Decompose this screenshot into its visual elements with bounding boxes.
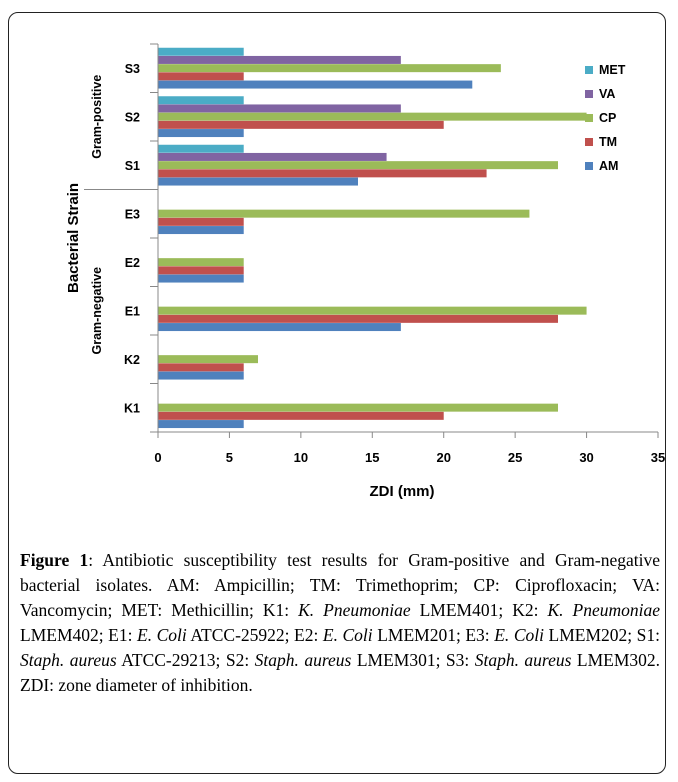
bar-K2-AM bbox=[158, 371, 244, 380]
bar-S2-TM bbox=[158, 120, 444, 129]
bar-S3-VA bbox=[158, 55, 401, 64]
legend-swatch-am bbox=[585, 162, 593, 170]
group-label: Gram-positive bbox=[90, 75, 104, 159]
bar-E3-AM bbox=[158, 226, 244, 235]
caption-species: Staph. aureus bbox=[20, 650, 117, 670]
caption-species: Staph. aureus bbox=[254, 650, 352, 670]
group-label: Gram-negative bbox=[90, 267, 104, 355]
bar-E3-CP bbox=[158, 209, 530, 218]
x-tick-label: 20 bbox=[436, 450, 450, 465]
caption-text: LMEM201; E3: bbox=[372, 625, 495, 645]
bar-K1-AM bbox=[158, 420, 244, 429]
caption-species: E. Coli bbox=[322, 625, 373, 645]
legend-label: MET bbox=[599, 63, 626, 77]
legend-label: CP bbox=[599, 111, 616, 125]
y-axis-title: Bacterial Strain bbox=[65, 183, 82, 293]
x-tick-label: 25 bbox=[508, 450, 522, 465]
y-tick-label: K2 bbox=[124, 353, 140, 367]
bar-S1-TM bbox=[158, 169, 487, 178]
bar-E2-TM bbox=[158, 266, 244, 275]
y-tick-label: E3 bbox=[125, 207, 140, 221]
bar-S3-MET bbox=[158, 47, 244, 56]
caption-text: LMEM202; S1: bbox=[543, 625, 661, 645]
caption-text: LMEM302. ZDI: zone diameter of inhibitio… bbox=[20, 650, 661, 695]
bar-S2-VA bbox=[158, 104, 401, 113]
legend-swatch-cp bbox=[585, 114, 593, 122]
caption-species: E. Coli bbox=[137, 625, 187, 645]
caption-text: LMEM402; E1: bbox=[20, 625, 137, 645]
caption-body: Antibiotic susceptibility test results f… bbox=[20, 550, 660, 695]
bar-S3-TM bbox=[158, 72, 244, 81]
bar-S1-AM bbox=[158, 177, 358, 186]
x-tick-label: 0 bbox=[154, 450, 161, 465]
legend-swatch-met bbox=[585, 66, 593, 74]
bar-E1-CP bbox=[158, 306, 587, 315]
bar-E3-TM bbox=[158, 217, 244, 226]
caption-text: ATCC-25922; E2: bbox=[186, 625, 323, 645]
bar-chart: S3 S2 S1 E3 E2 E1 K2 K1 Gram-positive Gram-negati… bbox=[65, 43, 665, 500]
bar-E2-AM bbox=[158, 274, 244, 283]
caption-text: Antibiotic susceptibility test results f… bbox=[20, 550, 660, 620]
bar-S2-CP bbox=[158, 112, 587, 121]
bar-E1-TM bbox=[158, 314, 558, 323]
legend-swatch-tm bbox=[585, 138, 593, 146]
bar-S1-MET bbox=[158, 144, 244, 153]
caption-species: K. Pneumoniae bbox=[298, 600, 411, 620]
figure-frame bbox=[8, 12, 666, 774]
caption-text: LMEM301; S3: bbox=[351, 650, 475, 670]
x-axis-title: ZDI (mm) bbox=[370, 483, 435, 500]
caption-species: K. Pneumoniae bbox=[547, 600, 660, 620]
caption-text: ATCC-29213; S2: bbox=[116, 650, 255, 670]
x-tick-label: 10 bbox=[294, 450, 308, 465]
x-tick-label: 15 bbox=[365, 450, 379, 465]
caption-text: LMEM401; K2: bbox=[410, 600, 548, 620]
bar-S1-VA bbox=[158, 152, 387, 161]
bar-S1-CP bbox=[158, 161, 558, 170]
caption-species: E. Coli bbox=[494, 625, 544, 645]
caption-separator: : bbox=[88, 550, 103, 570]
y-tick-label: K1 bbox=[124, 401, 140, 415]
x-tick-label: 5 bbox=[226, 450, 233, 465]
bar-E2-CP bbox=[158, 258, 244, 267]
y-tick-label: S3 bbox=[125, 62, 140, 76]
y-tick-label: S2 bbox=[125, 110, 140, 124]
legend-label: AM bbox=[599, 159, 618, 173]
bar-S2-MET bbox=[158, 96, 244, 105]
bar-E1-AM bbox=[158, 323, 401, 332]
bar-K2-CP bbox=[158, 355, 258, 364]
y-tick-label: S1 bbox=[125, 159, 140, 173]
bar-K2-TM bbox=[158, 363, 244, 372]
legend-label: TM bbox=[599, 135, 617, 149]
bar-S3-CP bbox=[158, 64, 501, 73]
legend-swatch-va bbox=[585, 90, 593, 98]
bar-K1-TM bbox=[158, 411, 444, 420]
bar-S2-AM bbox=[158, 129, 244, 138]
figure-caption: Figure 1: Antibiotic susceptibility test… bbox=[20, 548, 660, 698]
x-tick-label: 30 bbox=[579, 450, 593, 465]
y-tick-label: E2 bbox=[125, 256, 140, 270]
bar-S3-AM bbox=[158, 80, 473, 89]
legend-label: VA bbox=[599, 87, 615, 101]
caption-species: Staph. aureus bbox=[474, 650, 572, 670]
bar-K1-CP bbox=[158, 403, 558, 412]
caption-label: Figure 1 bbox=[20, 550, 89, 570]
y-tick-label: E1 bbox=[125, 304, 140, 318]
x-tick-label: 35 bbox=[651, 450, 665, 465]
